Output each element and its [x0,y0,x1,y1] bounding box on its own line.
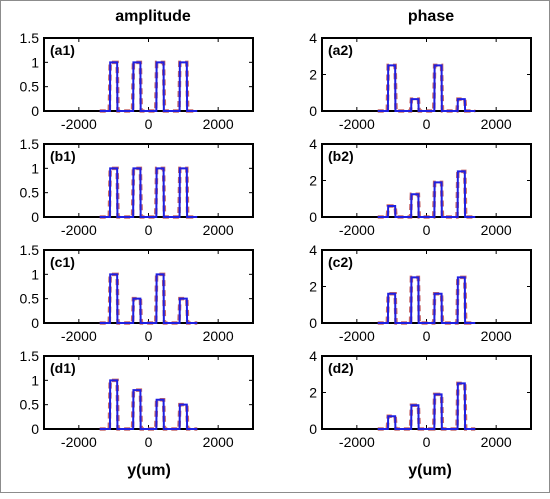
series-line-blue [377,64,476,112]
panel-c1: 0 0.5 1 1.5 -2000 0 2000 (c1) [20,242,254,344]
x-tick-label: -2000 [61,434,97,450]
series-line-blue [99,273,198,324]
panel-label: (a1) [50,42,75,58]
x-tick-label: -2000 [339,222,375,238]
x-tick-label: 2000 [203,328,234,344]
y-tick-label: 1 [31,372,39,388]
x-tick-label: 0 [423,434,431,450]
y-tick-label: 1 [31,266,39,282]
panel-b2: 0 2 4 -2000 0 2000 (b2) [309,136,532,238]
axes-box [43,37,254,112]
y-tick-label: 0 [309,103,317,119]
panel-b1: 0 0.5 1 1.5 -2000 0 2000 (b1) [20,136,254,238]
series-line-blue [377,382,476,430]
y-tick-label: 4 [309,242,317,258]
y-tick-label: 2 [309,385,317,401]
x-tick-label: -2000 [339,434,375,450]
col-title-phase: phase [408,8,454,25]
panel-label: (a2) [328,42,353,58]
y-tick-label: 0 [309,209,317,225]
x-axis-label-right: y(um) [408,462,452,479]
series-line-blue [99,379,198,430]
col-title-amplitude: amplitude [115,8,191,25]
y-tick-label: 2 [309,279,317,295]
y-tick-label: 4 [309,348,317,364]
x-tick-label: 2000 [481,116,512,132]
axes-box [43,249,254,324]
panel-c2: 0 2 4 -2000 0 2000 (c2) [309,242,532,344]
y-tick-label: 0 [31,103,39,119]
axes-box [321,355,532,430]
series-line-blue [99,167,198,218]
axes-box [43,355,254,430]
panel-label: (d1) [50,360,76,376]
x-tick-label: 0 [145,328,153,344]
panel-d2: 0 2 4 -2000 0 2000 (d2) [309,348,532,450]
y-tick-label: 1.5 [20,30,40,46]
panel-label: (c2) [328,254,353,270]
y-tick-label: 1.5 [20,242,40,258]
series-line-blue [377,170,476,218]
y-tick-label: 0.5 [20,185,40,201]
x-tick-label: -2000 [339,328,375,344]
x-axis-label-left: y(um) [127,462,171,479]
axes-box [321,249,532,324]
y-tick-label: 1.5 [20,348,40,364]
x-tick-label: -2000 [339,116,375,132]
series-line-blue [99,61,198,112]
x-tick-label: 0 [145,116,153,132]
panel-label: (d2) [328,360,354,376]
x-tick-label: 0 [423,116,431,132]
y-tick-label: 0 [309,421,317,437]
y-tick-label: 4 [309,136,317,152]
x-tick-label: 2000 [481,434,512,450]
x-tick-label: 2000 [203,222,234,238]
x-tick-label: 2000 [481,222,512,238]
y-tick-label: 0.5 [20,79,40,95]
y-tick-label: 4 [309,30,317,46]
x-tick-label: -2000 [61,328,97,344]
y-tick-label: 2 [309,67,317,83]
panel-label: (c1) [50,254,75,270]
y-tick-label: 0 [31,209,39,225]
x-tick-label: 0 [423,222,431,238]
y-tick-label: 0.5 [20,397,40,413]
x-tick-label: 0 [423,328,431,344]
x-tick-label: 2000 [481,328,512,344]
y-tick-label: 2 [309,173,317,189]
y-tick-label: 0 [31,315,39,331]
panel-label: (b1) [50,148,76,164]
y-tick-label: 0 [309,315,317,331]
y-tick-label: 1.5 [20,136,40,152]
x-tick-label: 0 [145,434,153,450]
x-tick-label: -2000 [61,116,97,132]
x-tick-label: 0 [145,222,153,238]
y-tick-label: 1 [31,160,39,176]
panel-label: (b2) [328,148,354,164]
panel-d1: 0 0.5 1 1.5 -2000 0 2000 (d1) [20,348,254,450]
y-tick-label: 0 [31,421,39,437]
series-line-blue [377,276,476,324]
axes-box [321,143,532,218]
y-tick-label: 0.5 [20,291,40,307]
axes-box [321,37,532,112]
x-tick-label: 2000 [203,116,234,132]
x-tick-label: -2000 [61,222,97,238]
panel-a2: 0 2 4 -2000 0 2000 (a2) [309,30,532,132]
x-tick-label: 2000 [203,434,234,450]
y-tick-label: 1 [31,54,39,70]
panel-a1: 0 0.5 1 1.5 -2000 0 2000 (a1) [20,30,254,132]
